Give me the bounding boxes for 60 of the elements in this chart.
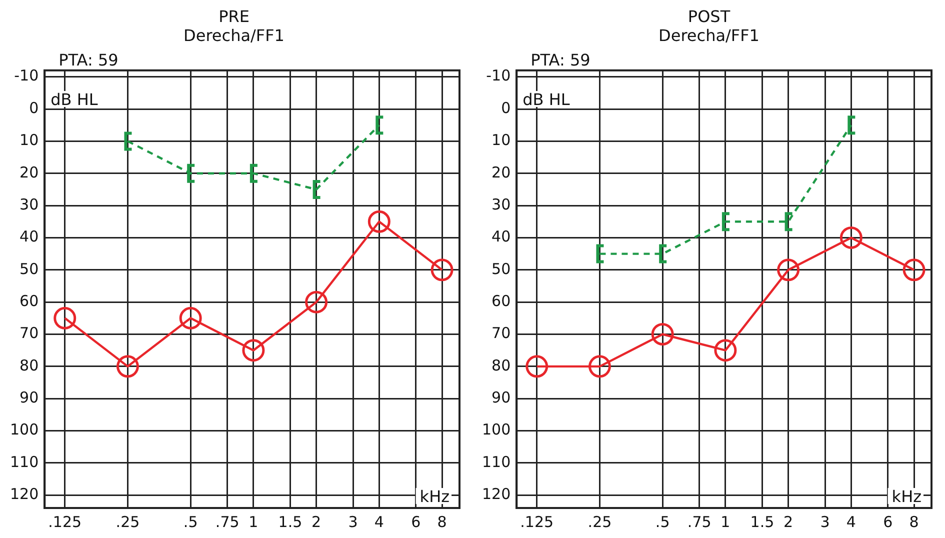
y-tick-label: -10 bbox=[486, 66, 511, 85]
chart-subtitle: Derecha/FF1 bbox=[658, 26, 760, 45]
y-tick-label: 80 bbox=[492, 356, 511, 374]
x-tick-label: 4 bbox=[374, 512, 384, 531]
y-tick-label: 120 bbox=[482, 485, 511, 504]
y-tick-label: 50 bbox=[492, 260, 511, 278]
y-tick-label: 100 bbox=[10, 420, 39, 439]
x-tick-label: 3 bbox=[348, 512, 358, 531]
x-tick-label: .75 bbox=[215, 512, 240, 531]
x-tick-label: 1.5 bbox=[278, 512, 302, 531]
x-tick-label: .75 bbox=[687, 512, 712, 531]
x-tick-label: 6 bbox=[883, 512, 893, 531]
y-tick-label: 60 bbox=[492, 292, 511, 310]
x-tick-label: 6 bbox=[411, 512, 421, 531]
text: PTA: 59 bbox=[58, 50, 118, 70]
x-tick-label: 3 bbox=[820, 512, 830, 531]
y-tick-label: 120 bbox=[10, 485, 39, 504]
x-tick-label: 4 bbox=[846, 512, 856, 531]
chart-title: PRE bbox=[218, 6, 250, 26]
x-axis-title: kHz bbox=[892, 487, 922, 506]
y-tick-label: 50 bbox=[20, 260, 39, 278]
x-axis-title: kHz bbox=[420, 487, 450, 506]
y-axis-title: dB HL bbox=[50, 90, 98, 110]
y-tick-label: -10 bbox=[14, 66, 39, 85]
y-tick-label: 30 bbox=[492, 195, 511, 214]
y-tick-label: 110 bbox=[10, 452, 39, 471]
x-tick-label: .25 bbox=[588, 512, 612, 531]
x-tick-label: 1 bbox=[720, 512, 730, 531]
y-tick-label: 20 bbox=[492, 163, 511, 182]
chart-title: POST bbox=[688, 6, 730, 26]
y-tick-label: 100 bbox=[482, 420, 511, 439]
x-tick-label: 8 bbox=[909, 512, 919, 531]
x-tick-label: .125 bbox=[520, 512, 554, 531]
y-tick-label: 40 bbox=[20, 228, 39, 246]
x-tick-label: .5 bbox=[655, 512, 670, 531]
y-tick-label: 90 bbox=[20, 388, 39, 406]
text: PTA: 59 bbox=[530, 50, 590, 70]
y-tick-label: 60 bbox=[20, 292, 39, 310]
y-tick-label: 0 bbox=[29, 98, 39, 117]
x-tick-label: 8 bbox=[437, 512, 447, 531]
y-tick-label: 80 bbox=[20, 356, 39, 374]
y-tick-label: 10 bbox=[492, 131, 511, 150]
y-tick-label: 10 bbox=[20, 131, 39, 150]
x-tick-label: 1 bbox=[248, 512, 258, 531]
y-axis-title: dB HL bbox=[522, 90, 570, 110]
x-tick-label: 2 bbox=[784, 512, 794, 531]
y-tick-label: 20 bbox=[20, 163, 39, 182]
y-tick-label: 70 bbox=[492, 324, 511, 342]
x-tick-label: .5 bbox=[183, 512, 198, 531]
y-tick-label: 90 bbox=[492, 388, 511, 406]
x-tick-label: .125 bbox=[48, 512, 82, 531]
y-tick-label: 30 bbox=[20, 195, 39, 214]
x-tick-label: 1.5 bbox=[750, 512, 774, 531]
y-tick-label: 70 bbox=[20, 324, 39, 342]
y-tick-label: 0 bbox=[501, 98, 511, 117]
chart-subtitle: Derecha/FF1 bbox=[184, 26, 284, 45]
y-tick-label: 40 bbox=[492, 228, 511, 246]
x-tick-label: .25 bbox=[116, 512, 140, 531]
y-tick-label: 110 bbox=[482, 452, 511, 471]
x-tick-label: 2 bbox=[312, 512, 322, 531]
